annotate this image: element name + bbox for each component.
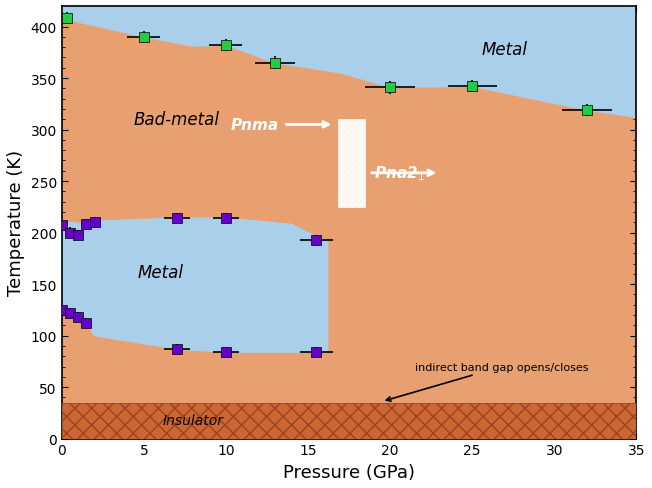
Text: Metal: Metal [137,263,183,281]
Text: Pnma: Pnma [230,118,278,133]
FancyBboxPatch shape [62,403,636,439]
Polygon shape [62,219,328,352]
Text: Bad-metal: Bad-metal [134,111,220,129]
Text: Insulator: Insulator [162,413,224,427]
Polygon shape [62,7,636,118]
Text: indirect band gap opens/closes: indirect band gap opens/closes [387,362,588,401]
X-axis label: Pressure (GPa): Pressure (GPa) [283,463,415,481]
Bar [338,120,365,207]
Text: Pna2$_1$: Pna2$_1$ [374,164,424,183]
Text: Metal: Metal [482,41,528,59]
Y-axis label: Temperature (K): Temperature (K) [7,150,25,296]
